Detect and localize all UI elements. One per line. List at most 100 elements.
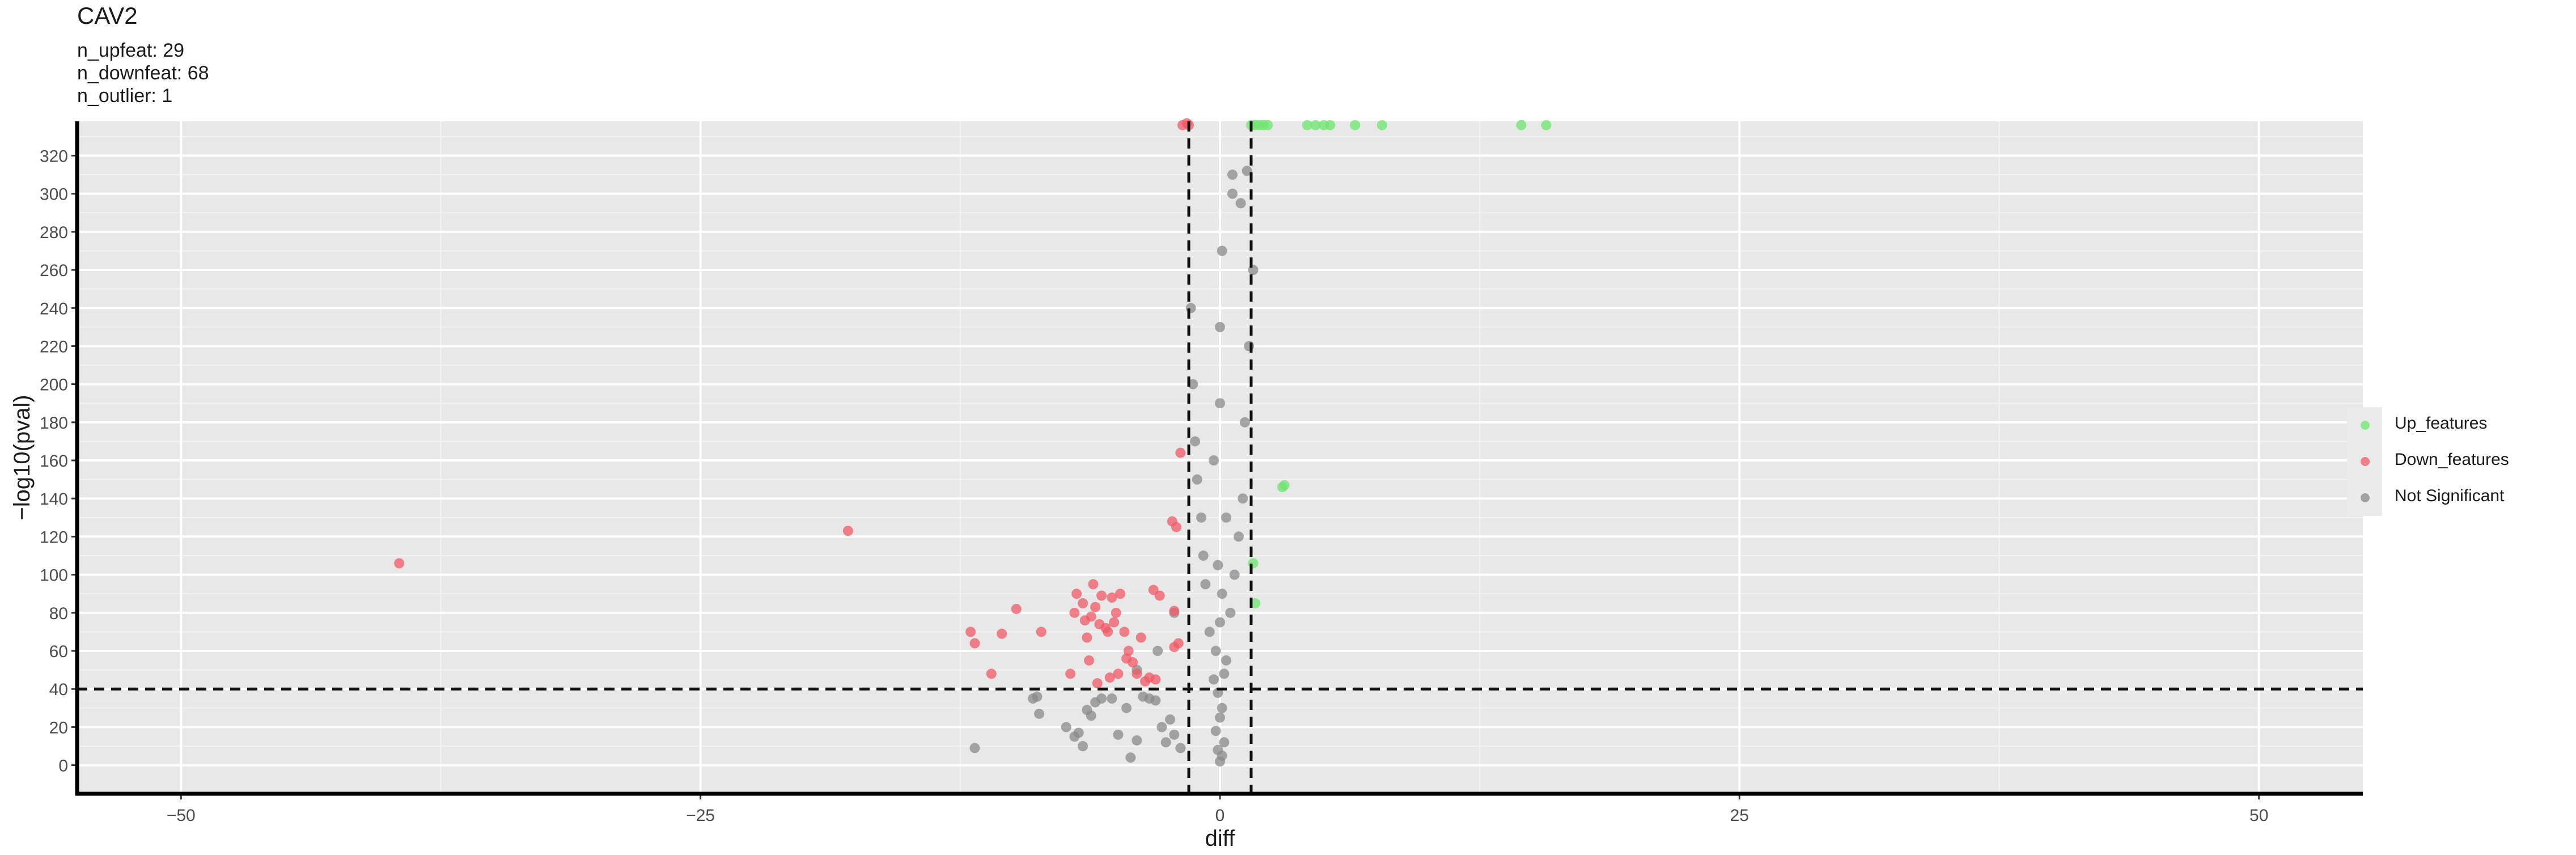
not-significant-point xyxy=(1160,737,1171,748)
not-significant-point xyxy=(1156,722,1167,733)
down-feature-point xyxy=(1123,646,1134,657)
down-feature-point xyxy=(1092,678,1103,689)
x-axis-title: diff xyxy=(1205,826,1236,851)
down-feature-point xyxy=(1111,607,1121,618)
not-significant-point xyxy=(1229,569,1240,580)
not-significant-point xyxy=(1209,455,1219,466)
not-significant-point xyxy=(1078,741,1088,752)
not-significant-point xyxy=(1219,737,1230,748)
y-tick-label: 120 xyxy=(40,528,68,547)
up-feature-point xyxy=(1302,120,1312,130)
not-significant-point xyxy=(1221,655,1231,666)
down-feature-point xyxy=(1177,120,1188,130)
subtitle-downfeat: n_downfeat: 68 xyxy=(77,62,209,84)
not-significant-point xyxy=(1196,512,1207,523)
chart-title: CAV2 xyxy=(77,2,138,29)
down-feature-point xyxy=(1119,627,1130,637)
y-tick-label: 220 xyxy=(40,337,68,356)
up-feature-point xyxy=(1248,558,1259,569)
up-feature-point xyxy=(1516,120,1527,130)
not-significant-point xyxy=(1227,188,1238,199)
not-significant-point xyxy=(1190,436,1201,447)
down-feature-point xyxy=(1132,668,1142,679)
down-feature-point xyxy=(1107,592,1117,603)
down-feature-point xyxy=(969,638,980,649)
not-significant-point xyxy=(1034,708,1045,719)
down-feature-point xyxy=(1011,604,1022,615)
not-significant-point xyxy=(1185,303,1196,314)
not-significant-point xyxy=(1239,417,1250,428)
down-feature-point xyxy=(1136,632,1146,643)
x-tick-label: −50 xyxy=(167,806,196,825)
down-feature-point xyxy=(1169,606,1180,616)
y-tick-label: 180 xyxy=(40,414,68,433)
not-significant-point xyxy=(1215,321,1225,332)
down-feature-point xyxy=(1084,655,1095,666)
not-significant-point xyxy=(1238,493,1248,504)
not-significant-point xyxy=(1235,198,1246,209)
down-feature-point xyxy=(1096,590,1107,601)
down-feature-point xyxy=(1128,657,1138,668)
down-feature-point xyxy=(1071,589,1082,599)
not-significant-point xyxy=(1188,379,1198,390)
not-significant-point xyxy=(1244,341,1255,352)
legend-item-up-features: Up_features xyxy=(2347,407,2576,443)
subtitle-outlier: n_outlier: 1 xyxy=(77,85,173,107)
down-feature-point xyxy=(1167,516,1177,527)
not-significant-point xyxy=(1096,693,1107,704)
not-significant-point xyxy=(1125,752,1136,763)
down-feature-point xyxy=(1150,674,1161,685)
not-significant-point xyxy=(1217,589,1227,599)
down-feature-point xyxy=(1065,668,1076,679)
not-significant-point xyxy=(1213,744,1223,755)
not-significant-point xyxy=(1213,560,1223,570)
legend-up-label: Up_features xyxy=(2395,414,2488,433)
not-significant-point xyxy=(1217,246,1227,256)
not-significant-point xyxy=(1210,646,1221,657)
not-significant-point xyxy=(1215,398,1225,409)
not-significant-point xyxy=(1248,265,1259,276)
not-significant-point xyxy=(1192,474,1202,485)
up-feature-point xyxy=(1376,120,1387,130)
y-tick-label: 300 xyxy=(40,185,68,204)
down-feature-point xyxy=(965,627,976,637)
not-significant-point xyxy=(1175,743,1186,754)
x-tick-label: 50 xyxy=(2249,806,2268,825)
down-feature-point xyxy=(842,526,853,536)
not-significant-point xyxy=(1242,166,1252,176)
not-significant-point xyxy=(1169,729,1180,740)
up-feature-point xyxy=(1279,480,1290,490)
not-significant-point xyxy=(969,743,980,754)
down-feature-point xyxy=(1036,627,1046,637)
up-feature-point xyxy=(1310,120,1321,130)
down-feature-point xyxy=(986,668,997,679)
y-tick-label: 260 xyxy=(40,261,68,280)
up-feature-point xyxy=(1250,598,1261,609)
not-significant-point xyxy=(1121,702,1132,713)
up-feature-point xyxy=(1262,120,1273,130)
y-tick-label: 320 xyxy=(40,147,68,166)
y-tick-label: 60 xyxy=(49,642,68,661)
not-significant-point xyxy=(1219,668,1230,679)
down-feature-point xyxy=(1175,447,1186,458)
down-feature-point xyxy=(1088,579,1099,590)
y-tick-label: 280 xyxy=(40,223,68,242)
x-tick-label: −25 xyxy=(686,806,715,825)
not-significant-point xyxy=(1227,170,1238,180)
x-tick-label: 25 xyxy=(1730,806,1749,825)
down-feature-point xyxy=(394,558,405,569)
down-feature-point xyxy=(1069,607,1080,618)
legend-down-swatch xyxy=(2361,457,2370,466)
not-significant-point xyxy=(1215,712,1225,723)
legend-item-down-features: Down_features xyxy=(2347,443,2576,480)
not-significant-point xyxy=(1165,714,1176,725)
up-feature-point xyxy=(1350,120,1361,130)
legend-ns-label: Not Significant xyxy=(2395,486,2505,505)
y-tick-label: 0 xyxy=(58,757,68,776)
y-tick-label: 200 xyxy=(40,376,68,395)
not-significant-point xyxy=(1073,727,1084,738)
up-feature-point xyxy=(1325,120,1336,130)
down-feature-point xyxy=(1103,627,1113,637)
y-tick-label: 100 xyxy=(40,566,68,585)
not-significant-point xyxy=(1061,722,1071,733)
